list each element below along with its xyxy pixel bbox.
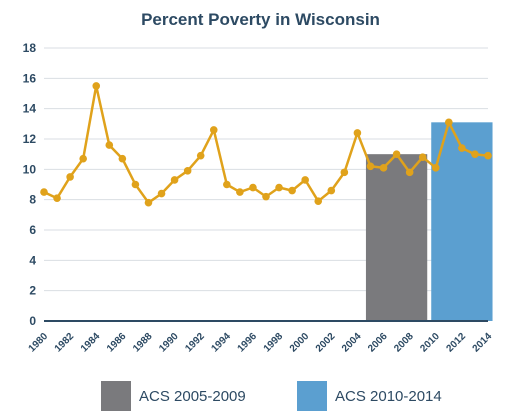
x-tick-label: 1992 [183,331,207,355]
x-tick-label: 1980 [27,331,51,355]
y-tick-label: 12 [23,132,37,146]
data-point [157,189,166,198]
data-point [118,154,127,163]
data-point [458,144,466,152]
y-tick-label: 2 [29,284,36,298]
x-tick-label: 1984 [79,331,103,355]
x-tick-label: 2010 [418,331,442,355]
data-point [392,150,401,158]
data-point [236,188,244,196]
data-point [301,176,309,184]
data-point [196,151,205,160]
data-point [131,180,140,189]
x-tick-label: 2008 [392,331,416,355]
legend-label-acs-2010-2014: ACS 2010-2014 [335,387,442,405]
x-tick-label: 1986 [105,331,129,355]
legend-label-acs-2005-2009: ACS 2005-2009 [139,387,246,405]
y-tick-label: 10 [23,162,37,176]
data-point [40,188,48,196]
data-point [170,176,179,184]
x-tick-label: 2002 [314,331,338,355]
data-point [144,198,153,207]
y-tick-label: 16 [23,71,37,85]
y-tick-label: 8 [29,193,36,207]
data-point [288,186,296,195]
legend-swatch-acs-2005-2009 [101,381,131,411]
bar-acs-2005-2009 [365,154,428,321]
x-tick-label: 1988 [131,331,155,355]
data-point [431,164,440,172]
data-point [405,168,414,177]
data-point [314,197,323,205]
data-point [262,192,270,201]
data-point [353,129,362,137]
data-point [79,154,87,163]
data-point [445,118,453,127]
legend-swatch-acs-2010-2014 [297,381,327,411]
data-point [379,164,388,172]
y-tick-label: 6 [29,223,36,237]
y-tick-label: 18 [23,41,37,55]
data-point [418,153,427,161]
data-point [183,167,192,175]
legend-item-acs-2010-2014: ACS 2010-2014 [297,381,442,411]
x-tick-label: 1982 [53,331,77,355]
x-tick-label: 2014 [471,331,495,355]
y-tick-label: 0 [29,314,36,328]
data-point [327,186,336,195]
data-point [471,150,479,158]
data-point [275,183,283,192]
data-point [66,173,74,181]
data-point [105,141,114,149]
y-tick-label: 14 [23,102,37,116]
chart-title: Percent Poverty in Wisconsin [141,10,380,29]
data-point [92,82,101,90]
x-tick-label: 2004 [340,331,364,355]
chart-legend: ACS 2005-2009 ACS 2010-2014 [0,381,521,411]
x-tick-label: 1998 [262,331,286,355]
data-point [209,126,218,134]
x-tick-label: 2012 [444,331,468,355]
x-tick-label: 1996 [236,331,260,355]
legend-item-acs-2005-2009: ACS 2005-2009 [101,381,246,411]
data-point [484,151,492,160]
x-tick-label: 1990 [157,331,181,355]
x-tick-label: 2000 [288,331,312,355]
data-point [366,162,375,171]
x-tick-label: 1994 [209,331,233,355]
data-point [249,183,257,192]
data-point [223,180,231,189]
x-tick-label: 2006 [366,331,390,355]
data-point [340,168,349,177]
data-point [53,194,61,202]
y-tick-label: 4 [29,253,36,267]
